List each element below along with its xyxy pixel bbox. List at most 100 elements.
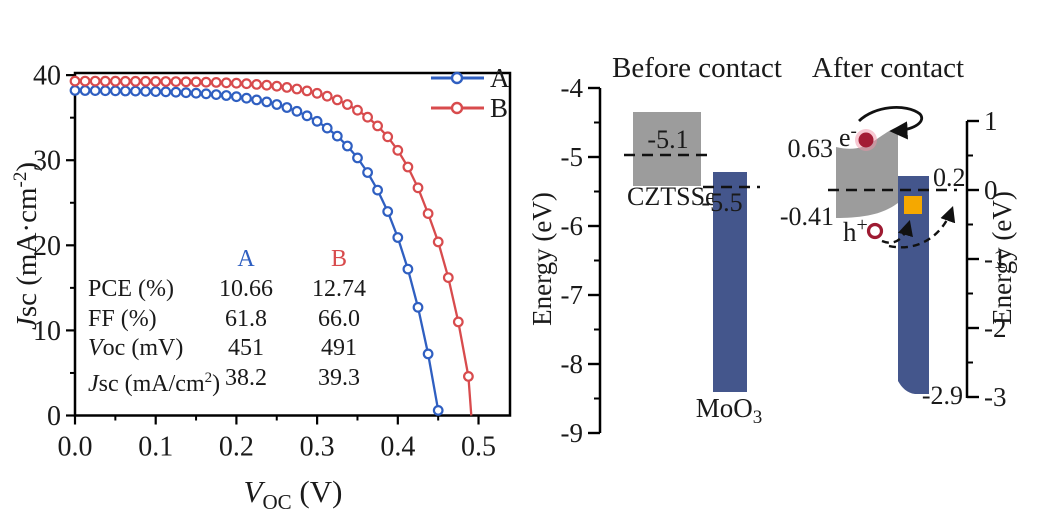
band-before-contact: Before contact -5.1 CZTSSe -5.5 MoO3 xyxy=(612,52,782,428)
row-value-a: 10.66 xyxy=(219,276,273,302)
series-B-marker xyxy=(402,161,414,173)
right-axis-tick-label: -2 xyxy=(984,313,1007,343)
series-A-marker xyxy=(321,122,333,134)
series-A-marker xyxy=(271,99,283,110)
legend-label-B: B xyxy=(490,93,508,123)
cbm-value: 0.63 xyxy=(788,134,834,163)
series-B-marker xyxy=(291,83,303,95)
electron-transfer-arrow xyxy=(858,106,923,140)
series-A-marker xyxy=(261,96,273,108)
series-B-marker xyxy=(372,120,384,132)
series-A-marker xyxy=(291,105,303,117)
cztsse-band-before xyxy=(633,112,701,186)
series-B-marker xyxy=(422,208,434,220)
after-contact-title: After contact xyxy=(812,52,964,84)
series-B-marker xyxy=(442,272,454,284)
series-A-marker xyxy=(382,206,394,217)
x-tick-label: 0.1 xyxy=(138,432,173,463)
series-A xyxy=(69,84,444,416)
x-tick-label: 0.0 xyxy=(58,432,93,463)
series-A-marker xyxy=(170,86,182,98)
series-A-marker xyxy=(89,85,101,96)
series-A-marker xyxy=(352,152,363,164)
series-B-marker xyxy=(352,104,363,116)
band-right-axis-label: Energy (eV) xyxy=(987,191,1017,325)
series-A-marker xyxy=(180,87,192,99)
series-A-marker xyxy=(281,102,293,113)
jv-legend: AB xyxy=(431,63,510,123)
band-axes: -4 -5 -6 -7 -8 -9 1 0 -1 -2 -3 xyxy=(561,73,1007,448)
row-label: Voc (mV) xyxy=(88,335,184,361)
hole-to-defect-arrow xyxy=(881,220,913,244)
series-B-marker xyxy=(79,75,91,87)
series-A-marker xyxy=(190,87,202,99)
series-B-marker xyxy=(99,75,111,87)
series-B-marker xyxy=(150,75,162,87)
row-value-b: 39.3 xyxy=(318,364,360,391)
series-B-marker xyxy=(180,76,192,88)
series-B-marker xyxy=(109,75,121,87)
series-B-marker xyxy=(170,76,182,87)
band-after-contact: After contact 0.63 -0.41 0.2 -2.9 e- xyxy=(780,52,966,410)
cztsse-label: CZTSSe xyxy=(627,182,717,211)
table-row-pce: PCE (%) 10.66 12.74 xyxy=(88,275,398,305)
right-axis-tick-label: -1 xyxy=(984,244,1007,274)
series-B-marker xyxy=(452,316,464,328)
legend-marker-A xyxy=(450,71,464,85)
row-label: FF (%) xyxy=(88,305,157,332)
moo3-bottom-value: -2.9 xyxy=(922,381,963,410)
series-B-marker xyxy=(210,76,222,88)
series-B-marker xyxy=(281,81,293,93)
left-axis-tick-label: -7 xyxy=(561,280,584,310)
electron-label: e- xyxy=(839,121,857,152)
series-A-marker xyxy=(422,348,434,360)
series-A-marker xyxy=(412,301,424,313)
row-label: PCE (%) xyxy=(88,276,174,302)
series-B-marker xyxy=(321,90,333,102)
series-A-marker xyxy=(109,85,121,97)
series-A-marker xyxy=(99,85,111,97)
series-B-marker xyxy=(301,85,313,97)
hole-to-moo3-arrow xyxy=(888,206,956,249)
series-A-marker xyxy=(251,94,263,106)
series-B-marker xyxy=(331,94,343,106)
hole-label: h+ xyxy=(843,214,868,247)
series-A-marker xyxy=(200,88,212,100)
series-B-marker xyxy=(432,236,444,248)
row-value-b: 491 xyxy=(321,335,357,361)
series-B-marker xyxy=(463,371,474,382)
y-tick-label: 40 xyxy=(33,61,61,92)
series-B-marker xyxy=(311,87,323,99)
moo3-workfunction-value: -5.5 xyxy=(701,188,742,217)
moo3-label: MoO3 xyxy=(696,393,763,428)
series-B-marker xyxy=(342,99,353,110)
series-B-marker xyxy=(220,77,232,89)
series-A-marker xyxy=(160,86,172,98)
left-axis-tick-label: -8 xyxy=(561,349,584,379)
series-B-marker xyxy=(241,78,252,90)
row-value-a: 38.2 xyxy=(225,364,267,391)
series-A-marker xyxy=(79,85,91,96)
series-B xyxy=(69,75,474,416)
series-B-marker xyxy=(130,75,141,87)
right-axis-tick-label: 1 xyxy=(984,106,998,136)
jv-y-axis-label: Jsc (mA·cm-2) xyxy=(10,162,43,330)
left-axis-tick-label: -9 xyxy=(561,418,584,448)
series-B-marker xyxy=(69,75,81,87)
series-A-marker xyxy=(432,405,444,416)
legend-marker-B xyxy=(450,101,464,115)
series-A-marker xyxy=(362,167,374,178)
x-tick-label: 0.2 xyxy=(219,432,254,463)
left-axis-tick-label: -5 xyxy=(561,142,584,172)
row-value-b: 12.74 xyxy=(312,276,366,302)
series-A-marker xyxy=(402,263,414,275)
series-B-marker xyxy=(251,78,263,90)
x-tick-label: 0.5 xyxy=(461,432,496,463)
series-B-marker xyxy=(190,76,202,88)
cztsse-fermi-value: -5.1 xyxy=(647,125,688,154)
series-A-marker xyxy=(69,84,81,96)
series-A-marker xyxy=(210,89,222,100)
before-contact-title: Before contact xyxy=(612,52,782,84)
table-row-voc: Voc (mV) 451 491 xyxy=(88,334,398,364)
